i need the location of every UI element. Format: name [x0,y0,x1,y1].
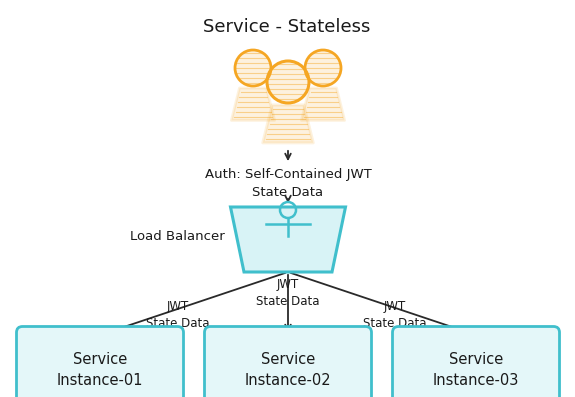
Text: JWT
State Data: JWT State Data [363,300,427,330]
Text: Auth: Self-Contained JWT
State Data: Auth: Self-Contained JWT State Data [205,168,371,199]
Polygon shape [301,88,344,120]
FancyBboxPatch shape [393,326,559,397]
Circle shape [305,50,341,86]
FancyBboxPatch shape [17,326,183,397]
Text: JWT
State Data: JWT State Data [256,278,320,308]
Polygon shape [231,88,275,120]
Text: Load Balancer: Load Balancer [131,231,225,243]
Polygon shape [231,207,346,272]
Polygon shape [263,105,313,143]
Text: JWT
State Data: JWT State Data [146,300,210,330]
Text: Service - Stateless: Service - Stateless [204,18,371,36]
Text: Service
Instance-02: Service Instance-02 [245,352,331,388]
Text: Service
Instance-03: Service Instance-03 [433,352,519,388]
Text: Service
Instance-01: Service Instance-01 [57,352,143,388]
Circle shape [267,61,309,103]
Circle shape [235,50,271,86]
FancyBboxPatch shape [205,326,371,397]
